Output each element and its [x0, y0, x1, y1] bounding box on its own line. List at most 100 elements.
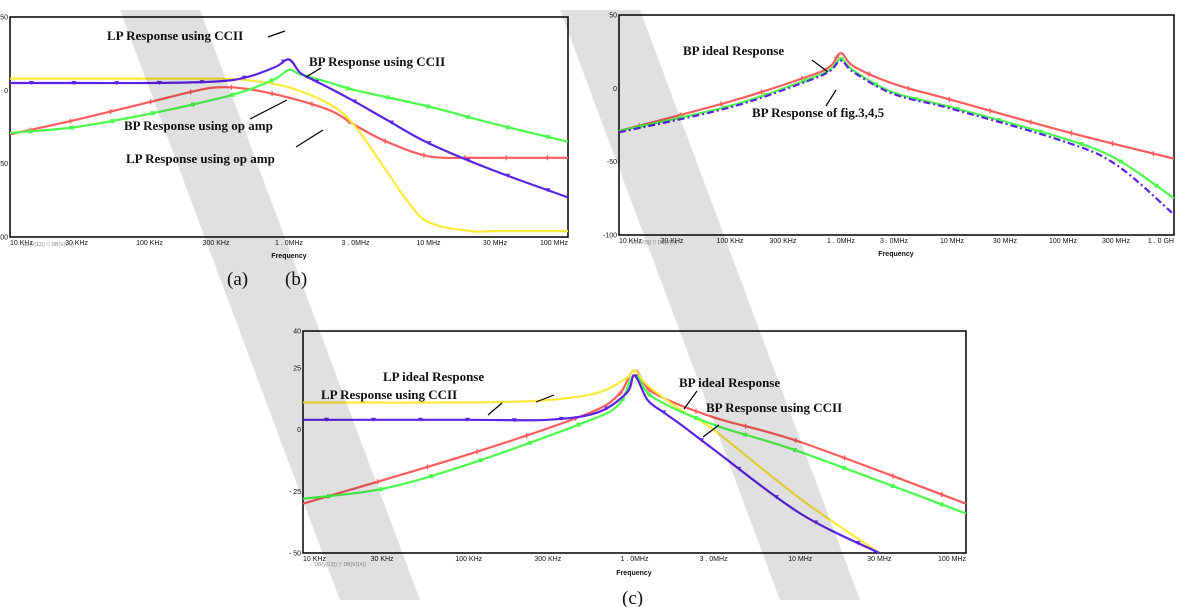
series-marker-a-3 — [505, 173, 511, 178]
series-marker-a-0 — [188, 89, 194, 95]
series-marker-c-3 — [370, 417, 376, 422]
series-marker-b-1 — [763, 93, 768, 98]
series-marker-a-3 — [114, 81, 120, 86]
tick-layer-a: 10 KHz 30 KHz 100 KHz 300 KHz 1 . 0MHz 3 . 0M… — [0, 15, 568, 248]
series-marker-b-1 — [1079, 142, 1084, 147]
series-marker-b-1 — [955, 106, 960, 111]
series-marker-b-0 — [1069, 130, 1075, 136]
series-marker-b-1 — [997, 118, 1002, 123]
series-marker-a-2 — [545, 134, 550, 139]
x-tick-label: 10 KHz — [303, 556, 326, 563]
series-marker-b-0 — [946, 96, 952, 102]
series-marker-b-0 — [866, 71, 872, 77]
series-marker-c-0 — [793, 437, 799, 443]
series-marker-c-3 — [511, 418, 517, 423]
y-tick-label: 40 — [293, 329, 301, 336]
series-marker-c-2 — [647, 392, 652, 397]
annotation-bp-ideal-b: BP ideal Response — [683, 43, 784, 58]
y-tick-label: 25 — [293, 366, 301, 373]
series-marker-b-1 — [1038, 129, 1043, 134]
series-marker-c-2 — [378, 487, 383, 492]
series-marker-a-3 — [545, 188, 551, 193]
series-marker-c-0 — [842, 455, 848, 461]
x-tick-label: 100 MHz — [1049, 238, 1078, 245]
series-marker-c-3 — [736, 466, 742, 471]
series-marker-b-0 — [1028, 119, 1034, 125]
series-marker-b-1 — [721, 105, 726, 110]
watermark — [120, 10, 860, 600]
series-marker-a-3 — [280, 59, 286, 64]
series-marker-a-2 — [269, 78, 274, 83]
series-marker-b-0 — [906, 85, 912, 91]
caption-b: (b) — [285, 269, 307, 290]
plot-frame-c — [302, 330, 967, 554]
x-tick-label: 300 KHz — [534, 556, 561, 563]
series-marker-c-3 — [417, 417, 423, 422]
series-marker-b-1 — [873, 82, 878, 87]
series-marker-a-3 — [156, 80, 162, 85]
annotation-lp-ccii-c: LP Response using CCII — [321, 387, 457, 402]
series-marker-c-3 — [773, 495, 779, 500]
x-tick-label: 30 KHz — [660, 238, 683, 245]
series-marker-a-2 — [231, 92, 236, 97]
y-tick-label: 50 — [609, 13, 617, 20]
series-marker-c-3 — [698, 438, 704, 443]
y-tick-label: -50 — [0, 161, 8, 168]
series-marker-c-2 — [326, 494, 331, 499]
series-marker-b-1 — [803, 78, 808, 83]
series-marker-c-0 — [524, 433, 530, 439]
y-tick-label: 0 — [4, 88, 8, 95]
series-marker-c-3 — [464, 417, 470, 422]
series-marker-c-0 — [743, 423, 749, 429]
series-marker-c-2 — [792, 448, 797, 453]
series-marker-b-1 — [1154, 183, 1159, 188]
y-tick-label: -100 — [0, 235, 8, 242]
series-marker-a-3 — [352, 99, 358, 104]
series-line-c-2 — [302, 374, 967, 515]
series-marker-c-0 — [375, 479, 381, 485]
y-tick-label: 0 — [613, 86, 617, 93]
x-axis-label-a: Frequency — [271, 253, 307, 260]
series-marker-c-2 — [939, 502, 944, 507]
annotation-lp-ccii-a: LP Response using CCII — [107, 28, 243, 43]
tick-layer-c: 10 KHz 30 KHz 100 KHz 300 KHz 1 . 0MHz 3 . 0M… — [289, 329, 967, 564]
x-axis-label-b: Frequency — [878, 251, 914, 258]
series-marker-b-1 — [638, 124, 643, 129]
series-marker-b-0 — [759, 89, 765, 95]
annotation-lp-opamp-a: LP Response using op amp — [126, 151, 275, 166]
annotation-bp-ccii-c: BP Response using CCII — [706, 400, 842, 415]
x-tick-label: 30 MHz — [867, 556, 892, 563]
x-tick-label: 10 MHz — [940, 238, 965, 245]
tick-layer-b: 10 KHz 30 KHz 100 KHz 300 KHz 1 . 0MHz 3 . 0M… — [603, 13, 1174, 246]
series-marker-c-0 — [617, 390, 623, 396]
arrow-lp-ideal-c — [535, 394, 555, 403]
series-marker-c-0 — [474, 449, 480, 455]
series-marker-a-0 — [544, 155, 550, 161]
y-tick-label: 50 — [0, 15, 8, 22]
series-marker-a-2 — [426, 104, 431, 109]
series-marker-c-2 — [743, 432, 748, 437]
annotation-lp-ideal-c: LP ideal Response — [383, 369, 484, 384]
series-marker-a-0 — [309, 101, 315, 107]
series-marker-a-2 — [110, 119, 115, 124]
series-marker-b-0 — [834, 54, 840, 60]
series-marker-c-3 — [813, 520, 819, 525]
series-marker-c-2 — [527, 440, 532, 445]
series-marker-b-1 — [680, 115, 685, 120]
y-tick-label: -50 — [607, 159, 617, 166]
series-marker-c-0 — [425, 464, 431, 470]
plot-frame-a — [9, 16, 569, 238]
x-tick-label: 3 . 0MHz — [880, 238, 909, 245]
series-marker-c-3 — [633, 374, 639, 379]
x-tick-label: 300 MHz — [1102, 238, 1131, 245]
x-tick-label: 3 . 0MHz — [342, 240, 371, 247]
arrow-bp-ideal-c — [683, 390, 698, 410]
series-marker-b-1 — [839, 57, 844, 62]
caption-c: (c) — [622, 588, 643, 607]
series-marker-a-2 — [385, 95, 390, 100]
x-axis-label-c: Frequency — [616, 570, 652, 577]
annotation-bp-fig345-b: BP Response of fig.3,4,5 — [752, 105, 885, 120]
series-marker-c-0 — [693, 408, 699, 414]
series-marker-a-0 — [67, 118, 73, 124]
x-tick-label: 1 . 0MHz — [827, 238, 856, 245]
